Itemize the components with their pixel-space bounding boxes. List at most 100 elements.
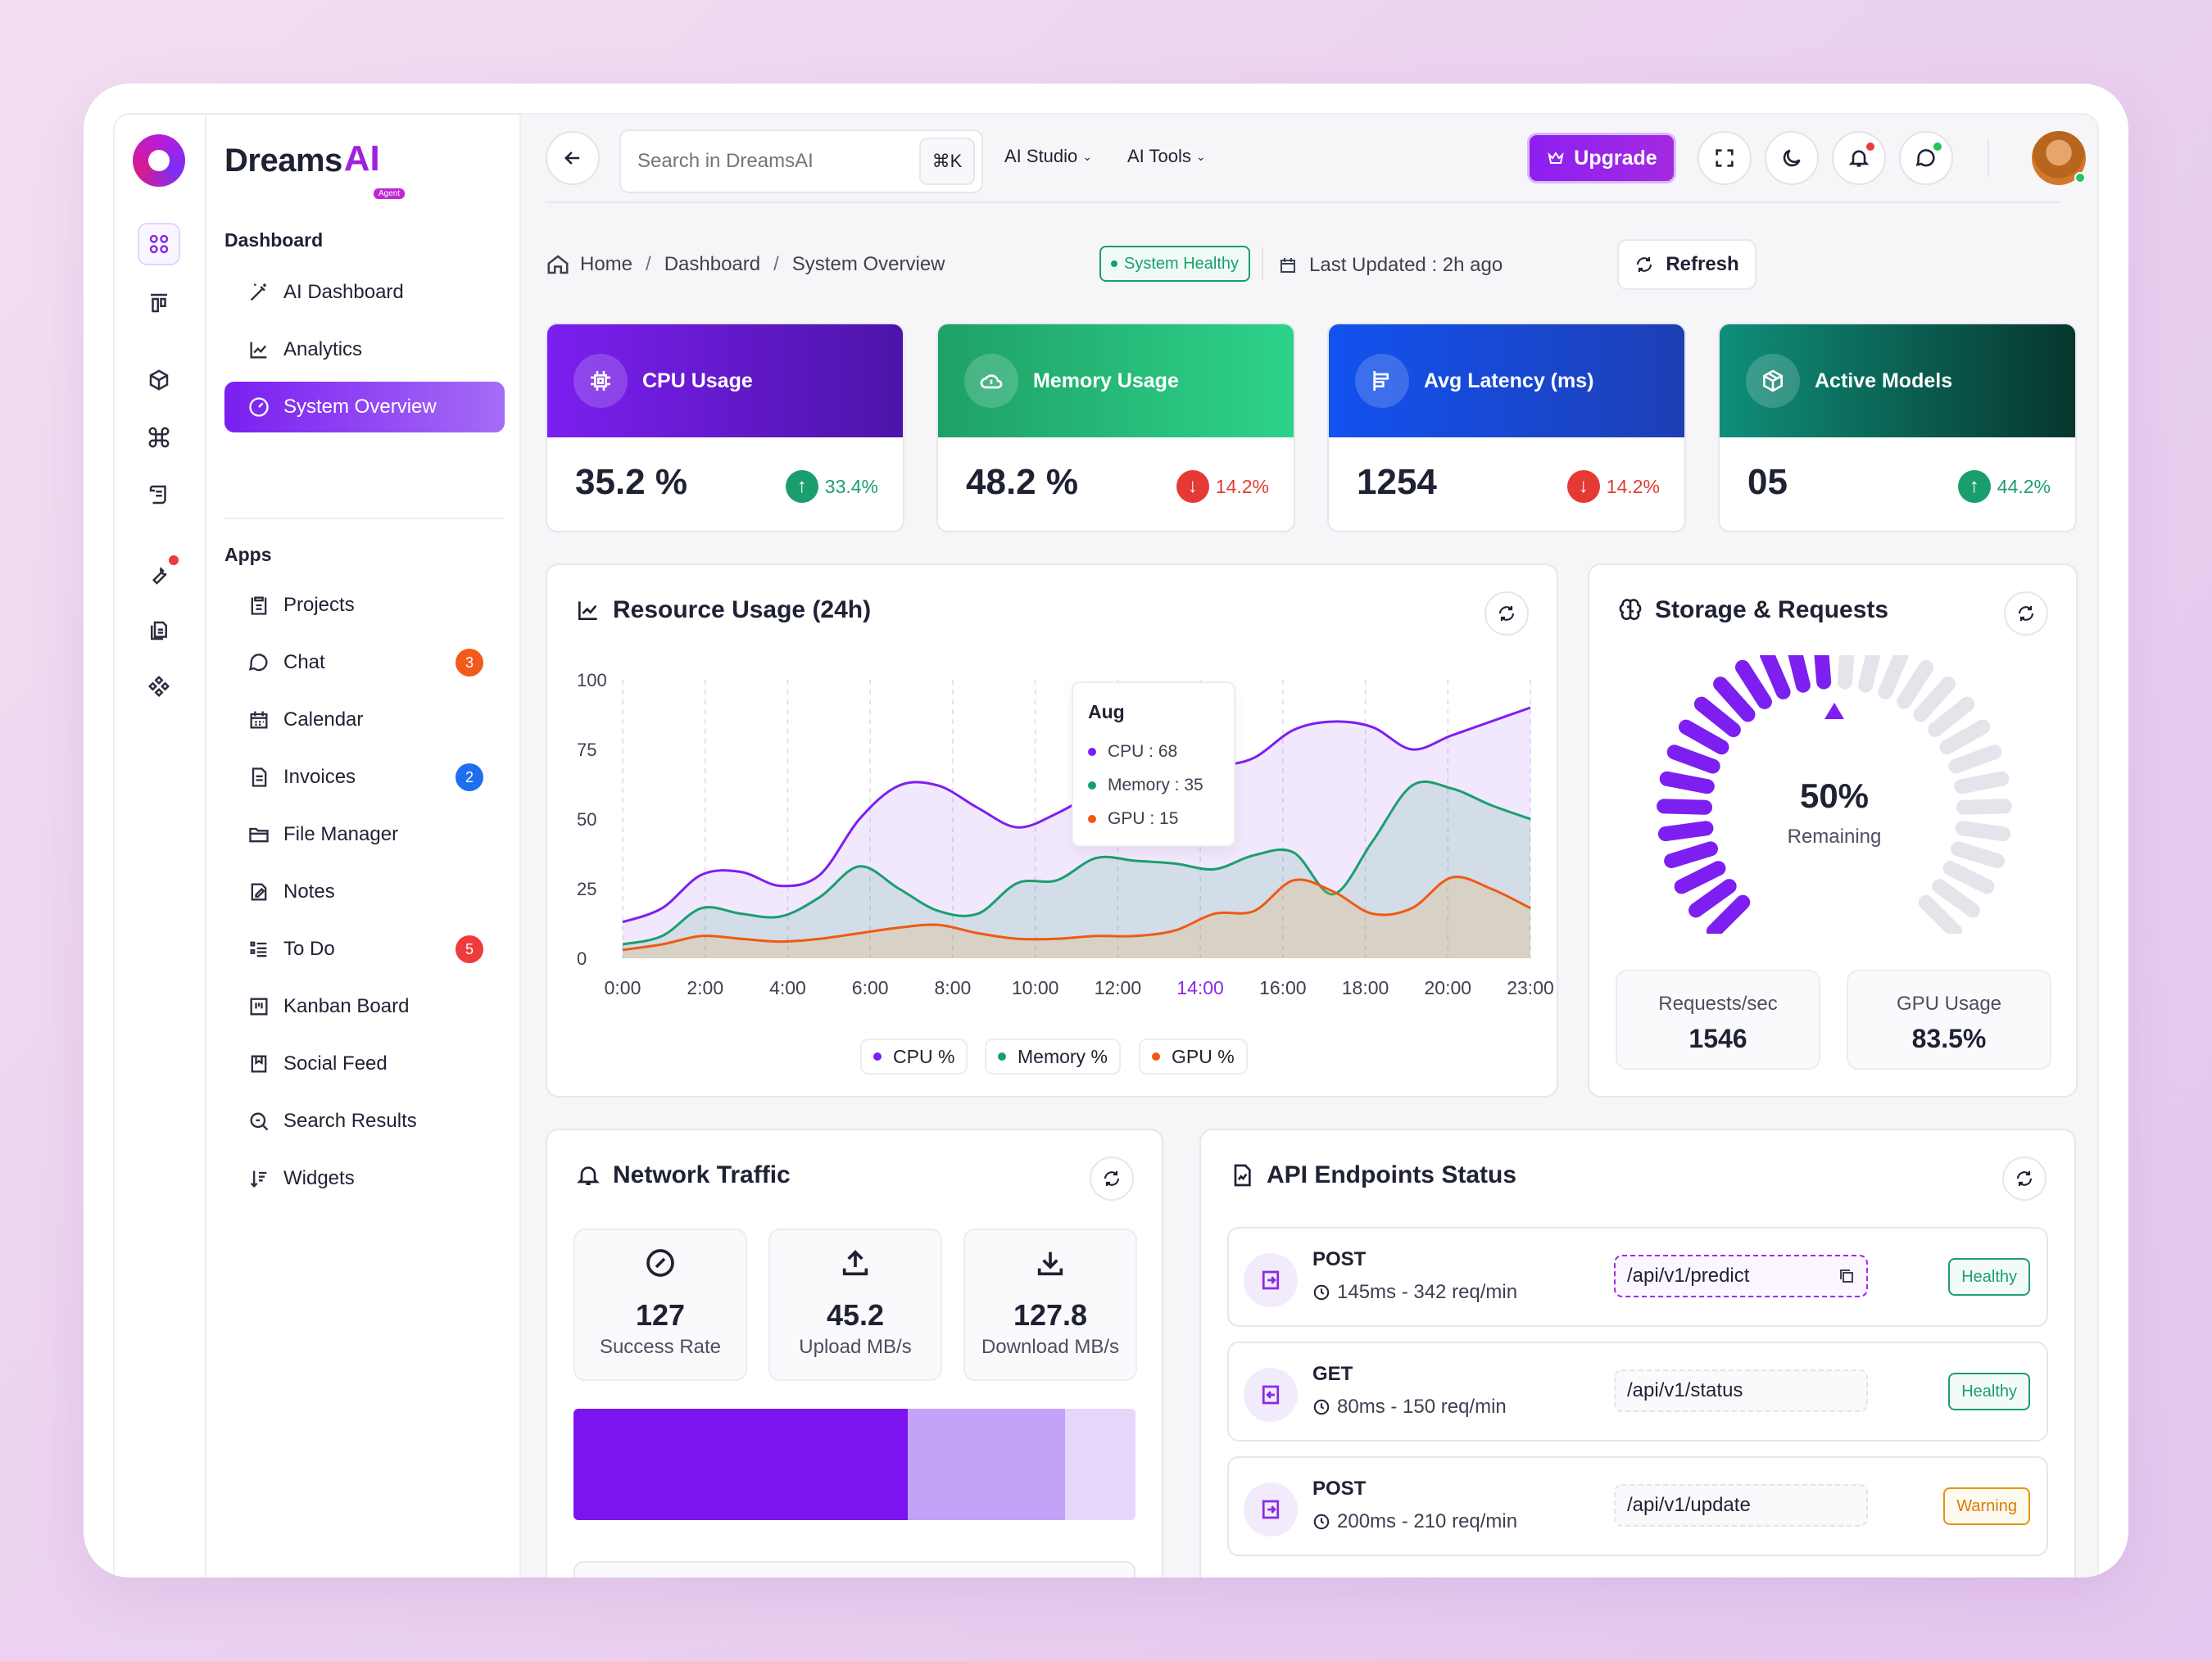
main-content: ⌘K AI Studio ⌄ AI Tools ⌄ Upgrade [521, 115, 2097, 1577]
sidebar-item-to-do[interactable]: To Do 5 [224, 924, 505, 975]
success-rate-box: 127 Success Rate [573, 1229, 747, 1381]
tooltip-row-cpu: CPU : 68 [1088, 735, 1219, 768]
endpoint-meta-text: 80ms - 150 req/min [1337, 1396, 1507, 1418]
breadcrumb-home[interactable]: Home [580, 253, 633, 275]
sidebar-item-calendar[interactable]: Calendar [224, 695, 505, 745]
back-button[interactable] [546, 131, 600, 185]
wrench-icon[interactable] [138, 554, 180, 596]
fullscreen-button[interactable] [1698, 131, 1752, 185]
ai-tools-dropdown[interactable]: AI Tools ⌄ [1127, 146, 1206, 167]
y-tick-label: 50 [577, 809, 596, 830]
legend-memory[interactable]: Memory % [985, 1039, 1121, 1075]
ai-studio-dropdown[interactable]: AI Studio ⌄ [1004, 146, 1092, 167]
layout-icon[interactable] [138, 282, 180, 324]
gauge-tick [1932, 879, 1980, 918]
files-icon[interactable] [138, 609, 180, 652]
resource-refresh-button[interactable] [1484, 591, 1529, 636]
endpoints-refresh-button[interactable] [2002, 1156, 2047, 1201]
sidebar-item-chat[interactable]: Chat 3 [224, 637, 505, 688]
line-memory [622, 780, 1531, 946]
endpoint-method: GET [1312, 1363, 1353, 1385]
resource-area-chart: 0 25 50 75 100 0:00 2:00 4:00 6:00 8:00 10:00 12:00… [577, 670, 1554, 998]
sidebar-item-kanban-board[interactable]: Kanban Board [224, 981, 505, 1032]
gauge-tick [1706, 894, 1751, 934]
legend-cpu[interactable]: CPU % [860, 1039, 968, 1075]
gpu-usage-label: GPU Usage [1896, 993, 2002, 1015]
refresh-button[interactable]: Refresh [1617, 239, 1756, 290]
brand-wordmark[interactable]: Dreams AI Agent [224, 141, 406, 199]
gauge-tick [1954, 771, 2010, 794]
status-badge: Healthy [1948, 1258, 2030, 1296]
theme-toggle-button[interactable] [1765, 131, 1819, 185]
upgrade-button[interactable]: Upgrade [1527, 133, 1676, 183]
tooltip-row-gpu: GPU : 15 [1088, 802, 1219, 835]
stat-change-value: 14.2% [1215, 475, 1269, 497]
components-icon[interactable] [138, 665, 180, 708]
gauge-tick [1759, 655, 1791, 699]
x-tick-label: 14:00 [1176, 977, 1224, 998]
icon-rail [115, 115, 206, 1577]
sidebar-item-ai-dashboard[interactable]: AI Dashboard [224, 267, 505, 318]
sidebar-item-notes[interactable]: Notes [224, 867, 505, 917]
success-rate-label: Success Rate [599, 1336, 722, 1358]
storage-refresh-button[interactable] [2004, 591, 2048, 636]
network-refresh-button[interactable] [1090, 1156, 1134, 1201]
y-tick-label: 25 [577, 879, 596, 899]
sidebar-item-invoices[interactable]: Invoices 2 [224, 752, 505, 803]
sidebar-item-search-results[interactable]: Search Results [224, 1096, 505, 1147]
sidebar-item-analytics[interactable]: Analytics [224, 324, 505, 375]
sidebar-item-projects[interactable]: Projects [224, 580, 505, 631]
stat-change-value: 33.4% [824, 475, 878, 497]
endpoint-row[interactable]: POST 145ms - 342 req/min /api/v1/predict… [1227, 1227, 2048, 1327]
file-chart-icon [1234, 1164, 1251, 1187]
calendar-icon [250, 711, 268, 729]
brain-icon [1619, 599, 1642, 621]
brand-logo-icon[interactable] [133, 134, 185, 187]
refresh-label: Refresh [1666, 253, 1739, 275]
stat-card-header: Avg Latency (ms) [1329, 324, 1684, 437]
traffic-stacked-bar [573, 1409, 1135, 1520]
legend-label: CPU % [893, 1045, 955, 1067]
sidebar-item-system-overview[interactable]: System Overview [224, 382, 505, 432]
home-icon [547, 255, 569, 274]
sidebar-item-social-feed[interactable]: Social Feed [224, 1039, 505, 1089]
panel-title: API Endpoints Status [1229, 1161, 1516, 1189]
gauge-tick [1713, 677, 1756, 722]
tooltip-title: Aug [1088, 701, 1125, 722]
stat-value: 48.2 % [966, 462, 1078, 502]
messages-button[interactable] [1899, 131, 1953, 185]
endpoint-row[interactable]: POST 200ms - 210 req/min /api/v1/update … [1227, 1456, 2048, 1556]
endpoint-row[interactable]: GET 80ms - 150 req/min /api/v1/status He… [1227, 1342, 2048, 1441]
command-icon[interactable] [138, 416, 180, 459]
sidebar-item-widgets[interactable]: Widgets [224, 1153, 505, 1204]
x-tick-label: 20:00 [1424, 977, 1471, 998]
sidebar-item-file-manager[interactable]: File Manager [224, 809, 505, 860]
chevron-down-icon: ⌄ [1082, 149, 1093, 163]
stat-title: Memory Usage [1033, 369, 1179, 392]
breadcrumb-dashboard[interactable]: Dashboard [664, 253, 761, 275]
refresh-icon [1104, 1171, 1120, 1186]
panel-title: Network Traffic [575, 1161, 791, 1189]
copy-icon[interactable] [1837, 1266, 1856, 1286]
legend-gpu[interactable]: GPU % [1139, 1039, 1248, 1075]
endpoint-path[interactable]: /api/v1/status [1614, 1369, 1868, 1412]
notifications-button[interactable] [1832, 131, 1886, 185]
traffic-detail-card [573, 1561, 1135, 1577]
chart-line-icon [250, 342, 267, 359]
logout-icon [1244, 1368, 1298, 1422]
checklist-icon [250, 941, 267, 957]
percent-badge-icon [646, 1249, 674, 1277]
system-status-badge: System Healthy [1099, 246, 1251, 282]
stat-value: 35.2 % [575, 462, 687, 502]
search-input[interactable] [637, 150, 916, 173]
gauge-tick [1956, 799, 2012, 815]
cube-icon[interactable] [138, 359, 180, 401]
upload-label: Upload MB/s [799, 1336, 912, 1358]
apps-grid-icon[interactable] [138, 223, 180, 265]
avatar[interactable] [2032, 131, 2086, 185]
endpoint-path[interactable]: /api/v1/update [1614, 1484, 1868, 1527]
endpoint-path[interactable]: /api/v1/predict [1614, 1255, 1868, 1297]
sidebar-item-label: Projects [283, 594, 355, 616]
traffic-bar-segment [1065, 1409, 1135, 1520]
scroll-icon[interactable] [138, 473, 180, 516]
